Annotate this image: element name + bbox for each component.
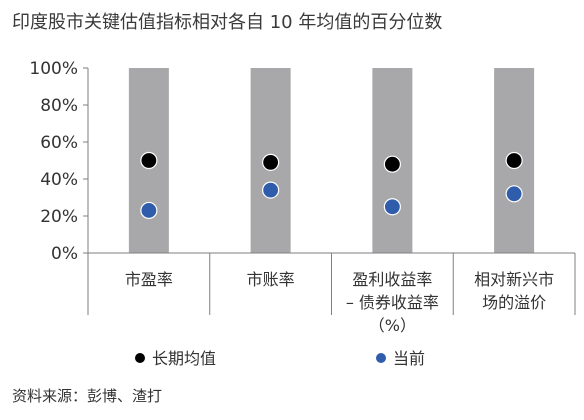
y-tick-label: 80% [40,96,78,116]
x-tick-label: 相对新兴市 [474,270,554,289]
chart-svg: 0% 20% 40% 60% 80% 100% 市盈率 市账率 盈利收益率 – 债券收益率 （%） 相… [29,59,576,368]
plot-area: 0% 20% 40% 60% 80% 100% 市盈率 市账率 盈利收益率 – 债券收益率 （%） 相… [29,59,576,335]
data-point-long-term-mean [140,151,158,170]
data-point-current [505,185,523,203]
data-point-current [140,201,158,220]
x-tick-label: 市盈率 [125,270,173,289]
legend: 长期均值 当前 [135,349,425,368]
data-point-long-term-mean [505,151,523,170]
y-tick-label: 40% [40,170,78,190]
y-tick-label: 0% [51,244,78,264]
chart-title: 印度股市关键估值指标相对各自 10 年均值的百分位数 [12,12,443,33]
legend-label: 当前 [393,349,425,368]
legend-marker [135,353,145,363]
data-point-long-term-mean [262,153,280,171]
legend-label: 长期均值 [152,349,216,368]
y-tick-label: 60% [40,133,78,153]
x-tick-label: 场的溢价 [482,293,546,312]
y-tick-label: 20% [40,207,78,227]
x-tick-label: 盈利收益率 [352,270,432,289]
x-tick-label: （%） [369,316,416,335]
data-point-current [383,198,401,216]
source-note: 资料来源：彭博、渣打 [12,387,163,405]
x-tick-label: 市账率 [247,270,295,289]
y-tick-label: 100% [29,59,78,79]
data-point-current [262,181,280,199]
legend-marker [376,353,386,363]
x-tick-label: – 债券收益率 [346,293,439,312]
data-point-long-term-mean [383,155,401,173]
